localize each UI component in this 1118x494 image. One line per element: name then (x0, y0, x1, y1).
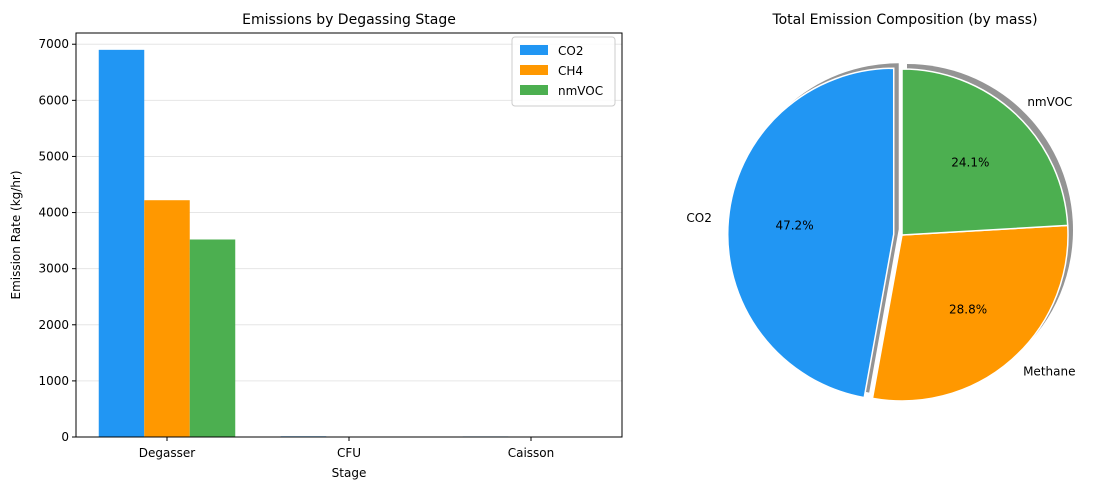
pie-slice-nmvoc (902, 69, 1068, 235)
bars (99, 50, 600, 437)
legend-swatch-ch4 (520, 65, 548, 75)
y-tick-label: 3000 (38, 262, 69, 276)
pie-pct-co2: 47.2% (775, 218, 813, 232)
pie-label-methane: Methane (1023, 365, 1075, 379)
x-tick-label: CFU (337, 446, 361, 460)
legend-swatch-nmvoc (520, 85, 548, 95)
y-tick-label: 1000 (38, 374, 69, 388)
y-tick-label: 5000 (38, 149, 69, 163)
x-tick-label: Caisson (508, 446, 555, 460)
legend: CO2 CH4 nmVOC (512, 37, 615, 106)
legend-label-ch4: CH4 (558, 64, 583, 78)
pie-label-co2: CO2 (686, 211, 711, 225)
y-tick-label: 6000 (38, 93, 69, 107)
bar-chart: Emissions by Degassing Stage 0 1000 2000 30… (9, 12, 622, 480)
y-tick-label: 4000 (38, 206, 69, 220)
legend-swatch-co2 (520, 45, 548, 55)
pie-slice-co2 (728, 68, 894, 397)
legend-label-nmvoc: nmVOC (558, 84, 603, 98)
y-axis-label: Emission Rate (kg/hr) (9, 170, 23, 299)
bar-nmvoc-degasser (190, 239, 236, 437)
pie-label-nmvoc: nmVOC (1027, 95, 1072, 109)
x-axis-ticks: Degasser CFU Caisson (139, 437, 554, 460)
bar-ch4-degasser (144, 200, 190, 437)
y-tick-label: 0 (61, 430, 69, 444)
pie-pct-methane: 28.8% (949, 303, 987, 317)
y-axis-ticks: 0 1000 2000 3000 4000 5000 6000 7000 (38, 37, 76, 444)
x-axis-label: Stage (332, 466, 367, 480)
pie-pct-nmvoc: 24.1% (951, 156, 989, 170)
legend-label-co2: CO2 (558, 44, 583, 58)
pie-chart: Total Emission Composition (by mass) CO2… (686, 12, 1075, 401)
pie-chart-title: Total Emission Composition (by mass) (771, 12, 1037, 28)
bar-chart-title: Emissions by Degassing Stage (242, 12, 456, 28)
bar-co2-degasser (99, 50, 145, 437)
x-tick-label: Degasser (139, 446, 195, 460)
y-tick-label: 7000 (38, 37, 69, 51)
y-tick-label: 2000 (38, 318, 69, 332)
